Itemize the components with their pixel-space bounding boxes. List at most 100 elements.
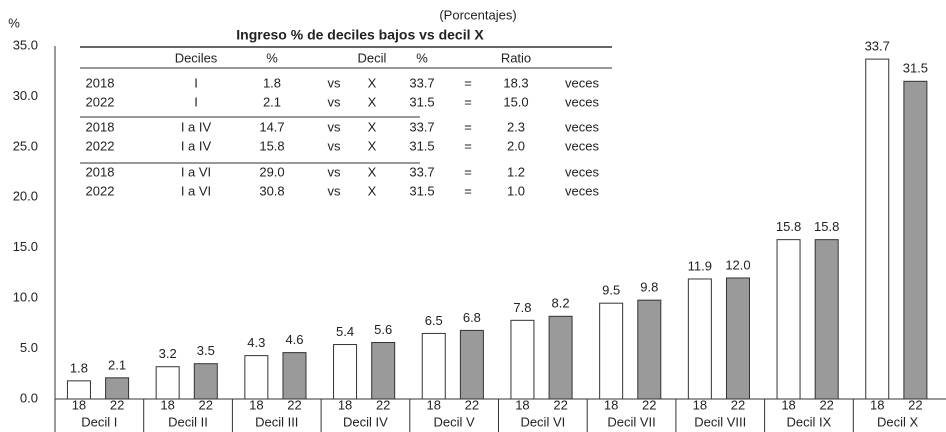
table-cell: vs [328, 119, 342, 134]
table-cell: veces [565, 119, 599, 134]
table-cell: 1.2 [507, 164, 525, 179]
x-tick-label: Decil VII [607, 414, 655, 429]
bar [282, 352, 307, 400]
table-cell: veces [565, 183, 599, 198]
table-cell: = [464, 183, 472, 198]
value-label: 4.3 [247, 335, 265, 350]
series-sub-label: 18 [781, 397, 795, 412]
series-sub-label: 18 [515, 397, 529, 412]
x-tick-label: Decil I [81, 414, 117, 429]
series-sub-label: 22 [819, 397, 833, 412]
series-sub-label: 18 [870, 397, 884, 412]
bar [903, 80, 928, 400]
bar [66, 380, 91, 400]
table-cell: 2018 [86, 164, 115, 179]
value-label: 5.4 [336, 324, 354, 339]
series-sub-label: 18 [427, 397, 441, 412]
bar [193, 363, 218, 400]
value-label: 12.0 [725, 257, 750, 272]
table-header: Deciles [175, 50, 218, 65]
table-cell: I a VI [181, 183, 211, 198]
bar [333, 344, 358, 400]
series-sub-label: 22 [908, 397, 922, 412]
value-label: 5.6 [374, 322, 392, 337]
x-tick-label: Decil V [434, 414, 476, 429]
x-tick-label: Decil VI [520, 414, 565, 429]
table-cell: 30.8 [259, 183, 284, 198]
series-sub-label: 22 [465, 397, 479, 412]
table-cell: veces [565, 164, 599, 179]
x-tick-label: Decil X [877, 414, 919, 429]
y-tick-label: 10.0 [13, 290, 38, 305]
x-tick-label: Decil VIII [694, 414, 746, 429]
table-cell: vs [328, 94, 342, 109]
y-tick-label: 30.0 [13, 88, 38, 103]
table-cell: 1.0 [507, 183, 525, 198]
table-cell: = [464, 138, 472, 153]
table-header: Ratio [501, 50, 531, 65]
series-sub-label: 18 [604, 397, 618, 412]
bar [459, 329, 484, 400]
bar [421, 332, 446, 400]
bar [865, 58, 890, 400]
chart-subtitle: (Porcentajes) [439, 7, 516, 22]
series-sub-label: 22 [287, 397, 301, 412]
series-sub-label: 22 [199, 397, 213, 412]
value-label: 4.6 [285, 332, 303, 347]
bar [244, 355, 269, 400]
y-tick-label: 20.0 [13, 189, 38, 204]
value-label: 31.5 [903, 61, 928, 76]
table-cell: I [194, 94, 198, 109]
y-tick-label: 5.0 [20, 340, 38, 355]
y-tick-label: 35.0 [13, 37, 38, 52]
value-label: 33.7 [865, 39, 890, 54]
table-cell: I a VI [181, 164, 211, 179]
table-cell: vs [328, 138, 342, 153]
value-label: 3.5 [197, 343, 215, 358]
table-cell: X [368, 138, 377, 153]
value-label: 8.2 [552, 296, 570, 311]
value-label: 1.8 [70, 360, 88, 375]
table-cell: vs [328, 75, 342, 90]
bar [371, 342, 396, 400]
bar [725, 277, 750, 400]
series-sub-label: 22 [642, 397, 656, 412]
value-label: 6.5 [425, 313, 443, 328]
table-cell: 33.7 [409, 75, 434, 90]
series-sub-label: 22 [731, 397, 745, 412]
table-cell: X [368, 94, 377, 109]
series-sub-label: 22 [376, 397, 390, 412]
series-sub-label: 22 [553, 397, 567, 412]
table-cell: 31.5 [409, 183, 434, 198]
y-tick-label: 0.0 [20, 390, 38, 405]
value-label: 2.1 [108, 357, 126, 372]
x-tick-label: Decil II [168, 414, 208, 429]
table-cell: 2022 [86, 183, 115, 198]
table-cell: = [464, 119, 472, 134]
bar [548, 315, 573, 400]
series-sub-label: 22 [110, 397, 124, 412]
value-label: 15.8 [776, 219, 801, 234]
value-label: 9.5 [602, 283, 620, 298]
series-sub-label: 18 [72, 397, 86, 412]
table-cell: vs [328, 164, 342, 179]
table-cell: veces [565, 75, 599, 90]
table-header: % [416, 50, 428, 65]
table-cell: 31.5 [409, 94, 434, 109]
table-cell: 18.3 [503, 75, 528, 90]
bar [105, 377, 130, 400]
table-cell: X [368, 164, 377, 179]
table-cell: veces [565, 138, 599, 153]
table-cell: X [368, 119, 377, 134]
value-label: 15.8 [814, 219, 839, 234]
table-cell: 14.7 [259, 119, 284, 134]
table-cell: I [194, 75, 198, 90]
table-cell: X [368, 75, 377, 90]
bar [637, 299, 662, 400]
x-tick-label: Decil III [255, 414, 298, 429]
table-cell: 29.0 [259, 164, 284, 179]
table-cell: 2022 [86, 94, 115, 109]
table-cell: 2.1 [263, 94, 281, 109]
series-sub-label: 18 [693, 397, 707, 412]
table-cell: 2.0 [507, 138, 525, 153]
